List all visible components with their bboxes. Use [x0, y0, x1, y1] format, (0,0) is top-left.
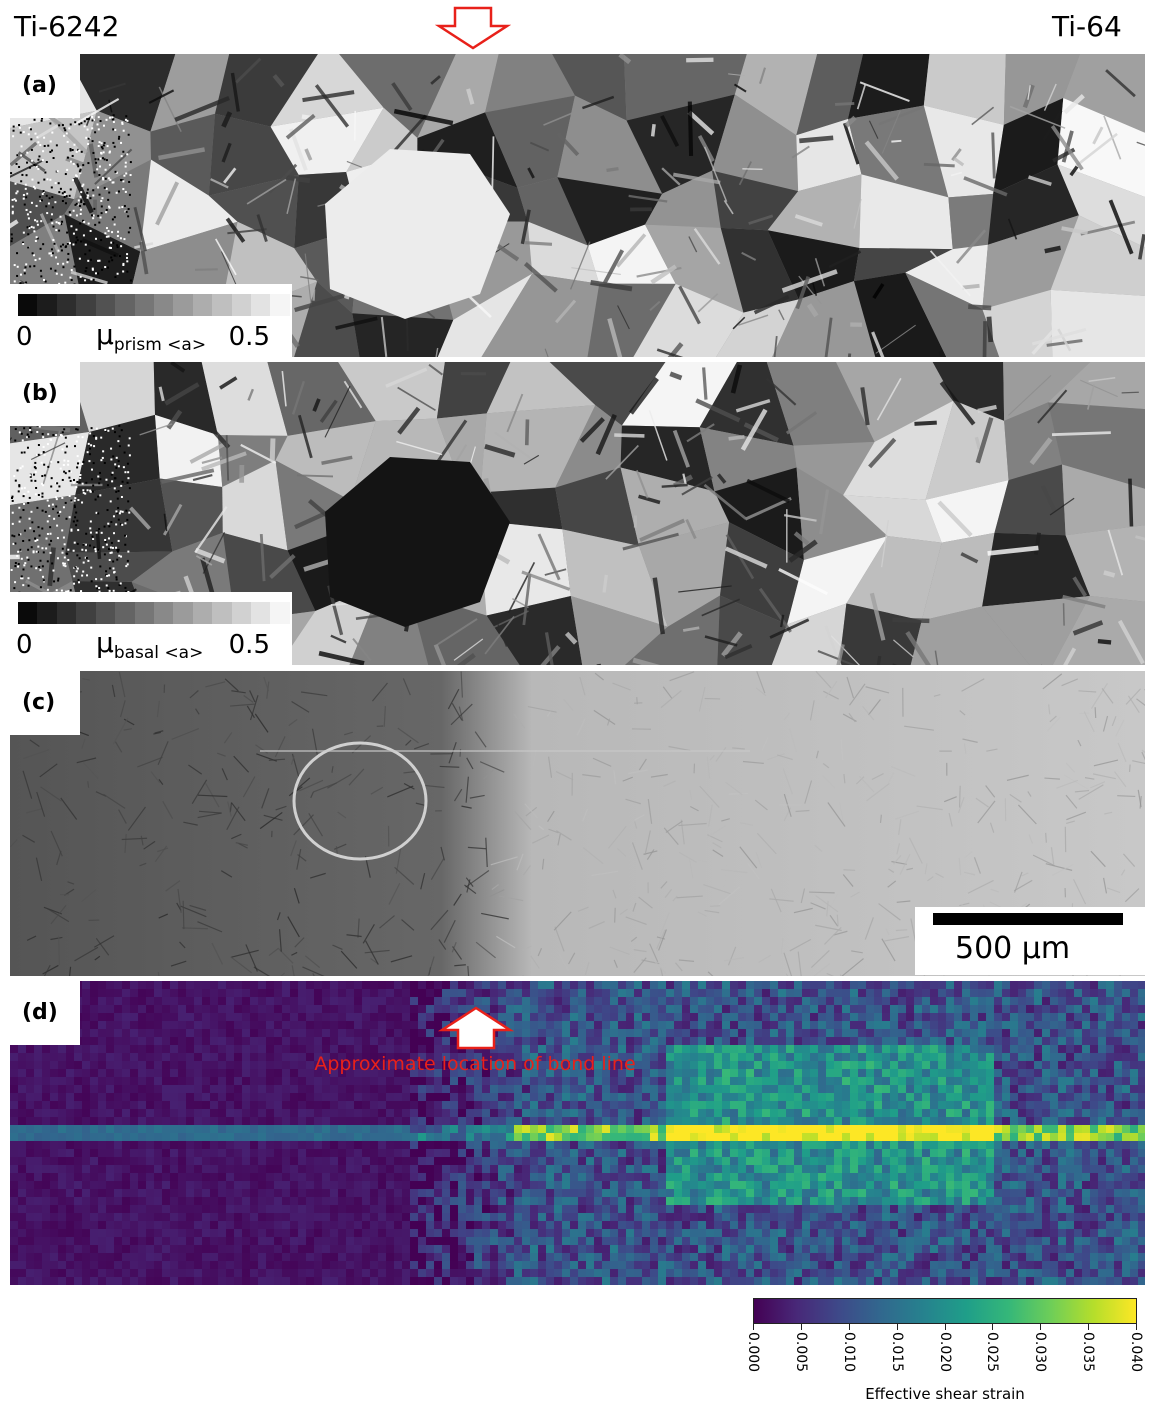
prism-max-label: 0.5	[228, 322, 270, 352]
strain-colorbar-tick-label: 0.000	[745, 1332, 761, 1373]
strain-colorbar-tick	[896, 1324, 898, 1330]
strain-colorbar-tick-label: 0.030	[1032, 1332, 1049, 1373]
right-material-label: Ti-64	[1052, 10, 1122, 43]
strain-colorbar-tick	[1136, 1324, 1137, 1330]
strain-colorbar-tick	[800, 1324, 802, 1330]
scale-bar-line	[933, 913, 1123, 925]
panel-b-label: (b)	[10, 362, 80, 426]
panel-d-label: (d)	[10, 981, 80, 1045]
scale-bar-label: 500 µm	[955, 931, 1071, 966]
strain-colorbar-tick	[992, 1324, 994, 1330]
strain-colorbar-tick-label: 0.025	[984, 1332, 1001, 1373]
strain-colorbar-tick-label: 0.010	[840, 1332, 857, 1373]
strain-colorbar-tick-label: 0.035	[1080, 1332, 1097, 1373]
bond-line-arrow-top-icon	[435, 6, 511, 50]
prism-mu-label: μprism <a>	[96, 318, 207, 355]
panel-d-strain-map	[10, 981, 1145, 1285]
strain-colorbar-tick-label: 0.015	[888, 1332, 905, 1373]
strain-colorbar-tick	[944, 1324, 946, 1330]
panel-c-label: (c)	[10, 671, 80, 735]
basal-max-label: 0.5	[228, 630, 270, 660]
strain-heatmap	[10, 981, 1145, 1285]
strain-colorbar	[753, 1298, 1137, 1324]
strain-colorbar-tick	[1088, 1324, 1090, 1330]
strain-colorbar-tick	[848, 1324, 850, 1330]
left-material-label: Ti-6242	[14, 10, 120, 43]
scale-bar: 500 µm	[915, 907, 1145, 975]
basal-min-label: 0	[16, 630, 33, 660]
basal-colorbar-inset: 0 μbasal <a> 0.5	[10, 592, 292, 665]
prism-colorbar-inset: 0 μprism <a> 0.5	[10, 284, 292, 357]
bond-line-caption: Approximate location of bond line	[314, 1053, 636, 1075]
prism-greyscale-bar	[18, 294, 290, 316]
strain-colorbar-title: Effective shear strain	[865, 1385, 1025, 1403]
panel-b-basal-map	[10, 362, 1145, 665]
prism-min-label: 0	[16, 322, 33, 352]
strain-colorbar-tick-label: 0.005	[792, 1332, 809, 1373]
basal-mu-label: μbasal <a>	[96, 626, 204, 663]
strain-colorbar-tick	[753, 1324, 754, 1330]
strain-colorbar-tick-label: 0.040	[1128, 1332, 1144, 1373]
basal-grain-map	[10, 362, 1145, 665]
bond-line-arrow-bottom-icon	[438, 1006, 514, 1050]
strain-colorbar-tick-label: 0.020	[936, 1332, 953, 1373]
basal-greyscale-bar	[18, 602, 290, 624]
panel-a-label: (a)	[10, 54, 80, 118]
strain-colorbar-tick	[1040, 1324, 1042, 1330]
